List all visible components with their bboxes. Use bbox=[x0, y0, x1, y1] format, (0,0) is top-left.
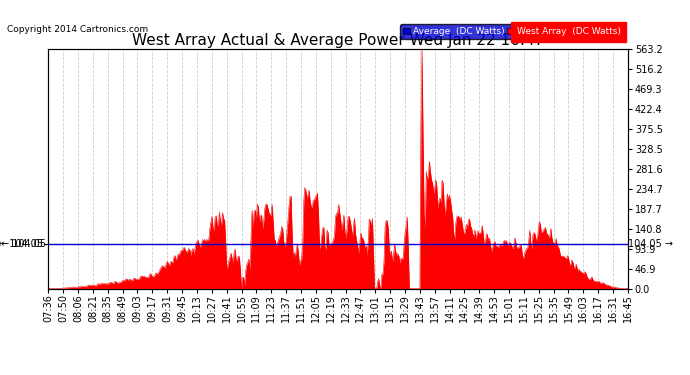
Text: ← 104.05: ← 104.05 bbox=[0, 239, 43, 249]
Text: 104.05 →: 104.05 → bbox=[628, 239, 673, 249]
Text: Copyright 2014 Cartronics.com: Copyright 2014 Cartronics.com bbox=[7, 25, 148, 34]
Text: ← 104.05: ← 104.05 bbox=[1, 239, 46, 249]
Legend: Average  (DC Watts), West Array  (DC Watts): Average (DC Watts), West Array (DC Watts… bbox=[400, 24, 623, 39]
Title: West Array Actual & Average Power Wed Jan 22 16:47: West Array Actual & Average Power Wed Ja… bbox=[132, 33, 544, 48]
